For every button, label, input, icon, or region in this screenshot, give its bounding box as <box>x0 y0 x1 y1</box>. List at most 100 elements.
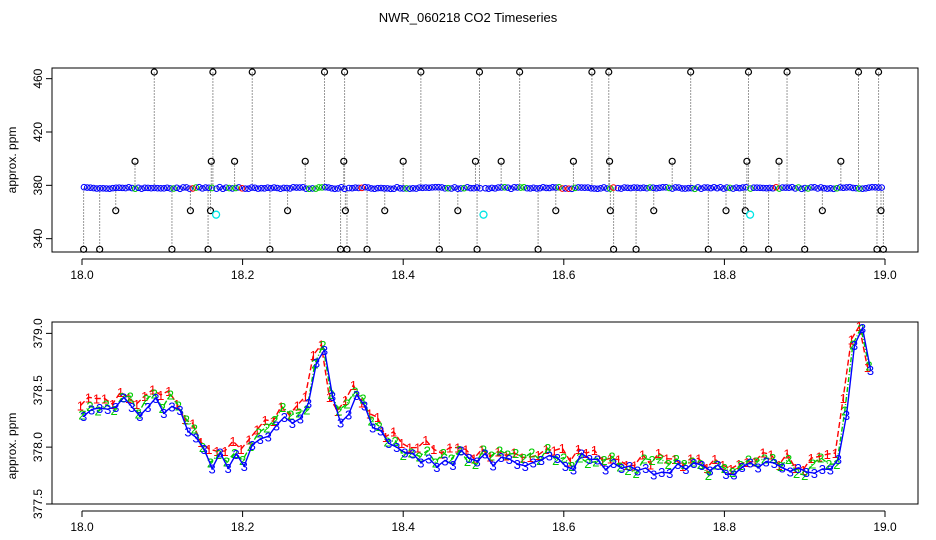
series-marker-1: 1 <box>759 446 766 461</box>
series-marker-1: 1 <box>213 444 220 459</box>
baseline-point <box>594 185 601 193</box>
series-marker-2: 2 <box>592 455 599 470</box>
baseline-point <box>591 185 598 192</box>
flask-sample-point <box>650 207 658 215</box>
series-marker-3: 3 <box>650 468 657 483</box>
series-marker-1: 1 <box>816 449 823 464</box>
baseline-point <box>685 184 692 192</box>
series-marker-2: 2 <box>793 466 800 481</box>
baseline-point <box>769 184 777 192</box>
baseline-point <box>341 185 348 193</box>
flask-sample-point <box>552 207 560 215</box>
baseline-point <box>315 184 323 191</box>
flask-sample-point <box>186 207 195 215</box>
baseline-point <box>119 184 126 192</box>
series-marker-3: 3 <box>795 461 802 476</box>
baseline-point <box>428 184 436 191</box>
series-marker-1: 1 <box>791 461 798 476</box>
series-marker-2: 2 <box>78 408 85 423</box>
series-marker-1: 1 <box>229 434 236 449</box>
series-marker-1: 1 <box>157 388 164 403</box>
series-marker-3: 3 <box>208 462 215 477</box>
baseline-point <box>707 184 715 192</box>
baseline-point <box>630 184 638 191</box>
baseline-point <box>750 184 757 191</box>
baseline-point <box>488 184 496 192</box>
baseline-point <box>257 184 265 192</box>
baseline-point <box>163 184 171 192</box>
baseline-point <box>747 185 754 192</box>
baseline-segment-3 <box>482 183 617 193</box>
series-marker-2: 2 <box>624 463 631 478</box>
baseline-point <box>318 184 326 191</box>
flask-sample-point <box>764 245 773 253</box>
baseline-point <box>633 184 641 191</box>
series-marker-2: 2 <box>705 468 712 483</box>
series-marker-2: 2 <box>480 443 487 458</box>
baseline-point <box>627 184 635 192</box>
series-marker-3: 3 <box>465 451 472 466</box>
flask-sample-point <box>230 157 239 165</box>
series-marker-3: 3 <box>112 400 119 415</box>
series-marker-1: 1 <box>374 410 381 425</box>
baseline-point <box>470 184 478 192</box>
series-marker-1: 1 <box>543 442 550 457</box>
baseline-point <box>501 183 509 191</box>
series-marker-1: 1 <box>350 378 357 393</box>
baseline-point <box>578 184 585 191</box>
baseline-point <box>517 184 525 191</box>
series-marker-3: 3 <box>168 399 175 414</box>
series-marker-3: 3 <box>241 459 248 474</box>
cyan-point <box>211 210 221 219</box>
flask-sample-point <box>741 207 749 215</box>
series-marker-2: 2 <box>665 457 672 472</box>
series-marker-2: 2 <box>102 398 109 413</box>
flask-sample-point <box>96 245 104 253</box>
baseline-point <box>109 184 117 192</box>
series-marker-3: 3 <box>449 458 456 473</box>
baseline-point <box>219 185 227 193</box>
series-marker-3: 3 <box>136 409 143 424</box>
flask-sample-point <box>112 207 120 215</box>
baseline-point <box>485 185 493 192</box>
baseline-point <box>756 184 764 192</box>
baseline-point <box>299 184 307 191</box>
series-marker-3: 3 <box>722 467 729 482</box>
baseline-point <box>729 185 737 192</box>
co2-overview-panel: 18.0 18.2 18.4 18.6 18.8 19.0 340 380 420 460 ap… <box>5 67 919 282</box>
x-tick-label: 18.0 <box>70 520 94 534</box>
series-marker-3: 3 <box>265 429 272 444</box>
baseline-point <box>352 184 359 191</box>
series-marker-2: 2 <box>416 449 423 464</box>
baseline-point <box>371 185 378 193</box>
baseline-point <box>855 185 863 192</box>
baseline-segment-1 <box>213 183 348 193</box>
baseline-point <box>167 185 174 192</box>
series-marker-1: 1 <box>149 383 156 398</box>
baseline-point <box>90 184 97 192</box>
x-tick-label: 18.6 <box>552 520 576 534</box>
series-marker-2: 2 <box>512 446 519 461</box>
series-marker-1: 1 <box>623 458 630 473</box>
series-marker-1: 1 <box>591 443 598 458</box>
series-marker-1: 1 <box>631 459 638 474</box>
baseline-point <box>213 185 220 192</box>
series-marker-3: 3 <box>353 388 360 403</box>
series-marker-1: 1 <box>470 452 477 467</box>
series-marker-3: 3 <box>827 462 834 477</box>
baseline-point <box>374 184 382 192</box>
flask-sample-point <box>266 245 274 253</box>
baseline-point <box>248 184 255 191</box>
baseline-point <box>112 184 120 192</box>
flask-sample-point <box>454 207 462 215</box>
series-marker-2: 2 <box>640 452 647 467</box>
baseline-point <box>691 185 699 193</box>
baseline-point <box>254 185 262 192</box>
baseline-point <box>688 184 695 192</box>
flask-sample-point <box>516 68 524 76</box>
baseline-point <box>859 185 866 192</box>
series-marker-2: 2 <box>649 453 656 468</box>
series-marker-3: 3 <box>417 455 424 470</box>
baseline-point <box>189 185 197 192</box>
baseline-point <box>504 184 512 191</box>
